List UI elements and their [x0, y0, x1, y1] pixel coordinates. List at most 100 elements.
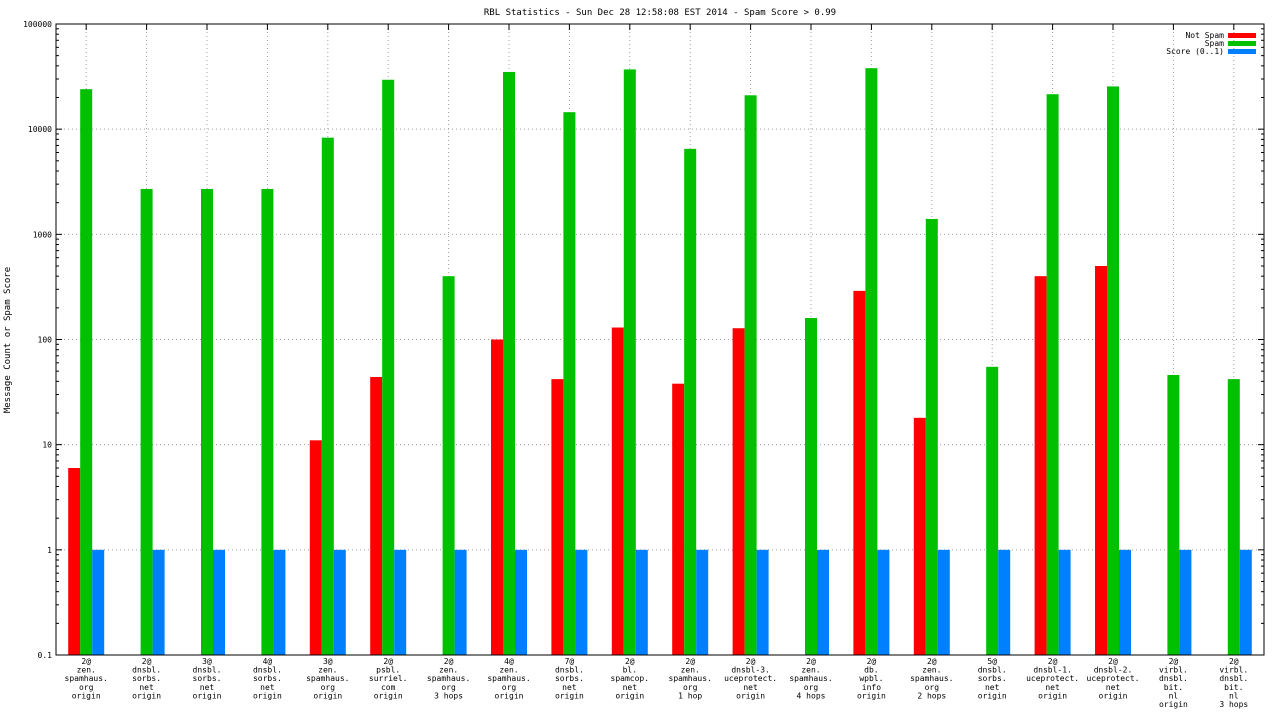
bar-score-0-1: [454, 549, 467, 655]
x-tick-label: 2@ dnsbl. sorbs. net origin: [132, 657, 161, 700]
y-axis-label: Message Count or Spam Score: [3, 267, 13, 413]
bar-spam: [805, 318, 817, 655]
bar-spam: [744, 95, 757, 656]
x-tick-label: 3@ dnsbl. sorbs. net origin: [193, 657, 222, 700]
bar-score-0-1: [515, 549, 527, 655]
x-tick-label-line: zen.: [77, 666, 96, 675]
x-tick-label-line: zen.: [499, 666, 518, 675]
x-tick-label-line: origin: [615, 691, 644, 700]
legend-label: Spam: [1205, 39, 1224, 48]
x-tick-label-line: bit.: [1164, 683, 1183, 692]
bar-spam: [261, 188, 274, 655]
x-tick-label-line: sorbs.: [978, 674, 1007, 683]
x-tick-label-line: 2@: [1108, 657, 1118, 666]
x-tick-label-line: 2@: [746, 657, 756, 666]
y-tick-label: 100: [38, 336, 53, 345]
x-tick-label-line: dnsbl.: [978, 666, 1007, 675]
bar-not-spam: [68, 467, 81, 655]
x-tick-label-line: net: [260, 683, 275, 692]
x-tick-label-line: zen.: [439, 666, 458, 675]
x-tick-label-line: sorbs.: [132, 674, 161, 683]
x-tick-label-line: origin: [132, 691, 161, 700]
x-tick-label-line: 4@: [504, 657, 514, 666]
x-tick-label-line: zen.: [801, 666, 820, 675]
x-tick-label-line: 5@: [987, 657, 997, 666]
x-tick-label-line: zen.: [922, 666, 941, 675]
x-tick-label-line: dnsbl-2.: [1094, 666, 1133, 675]
chart-title: RBL Statistics - Sun Dec 28 12:58:08 EST…: [484, 8, 836, 18]
x-tick-label: 4@ dnsbl. sorbs. net origin: [253, 657, 282, 700]
x-tick-label-line: spamhaus.: [669, 674, 712, 683]
bar-not-spam: [1095, 265, 1107, 655]
x-tick-label-line: 2@: [142, 657, 152, 666]
x-tick-label-line: net: [200, 683, 215, 692]
x-tick-label: 7@ dnsbl. sorbs. net origin: [555, 657, 584, 700]
x-tick-label: 2@ virbl. dnsbl. bit. nl origin: [1159, 657, 1188, 709]
x-tick-label-line: org: [804, 683, 819, 692]
x-tick-label-line: 2@: [927, 657, 937, 666]
bar-spam: [986, 366, 999, 655]
bar-not-spam: [1034, 276, 1047, 655]
bar-score-0-1: [817, 549, 829, 655]
bar-spam: [140, 188, 153, 655]
legend-swatch: [1228, 49, 1256, 54]
bar-not-spam: [491, 339, 503, 655]
x-tick-label-line: net: [623, 683, 638, 692]
x-tick-label-line: surriel.: [369, 674, 408, 683]
x-tick-label-line: 3@: [202, 657, 212, 666]
bar-score-0-1: [213, 549, 225, 655]
x-tick-label-line: sorbs.: [555, 674, 584, 683]
x-tick-label-line: 4 hops: [797, 691, 826, 700]
x-tick-label-line: nl: [1229, 691, 1239, 700]
bar-spam: [684, 148, 697, 655]
x-tick-label-line: org: [925, 683, 940, 692]
legend-swatch: [1228, 33, 1256, 38]
bar-spam: [382, 79, 395, 655]
bar-spam: [321, 137, 334, 656]
x-tick-label-line: spamhaus.: [306, 674, 349, 683]
x-tick-label-line: origin: [1038, 691, 1067, 700]
x-tick-label: 2@ zen. spamhaus. org 3 hops: [427, 657, 470, 700]
bar-not-spam: [370, 376, 383, 655]
bar-spam: [503, 71, 515, 655]
bar-not-spam: [672, 383, 685, 655]
x-tick-label-line: spamhaus.: [65, 674, 108, 683]
x-tick-label-line: dnsbl.: [253, 666, 282, 675]
bar-score-0-1: [273, 549, 286, 655]
x-tick-label-line: 3@: [323, 657, 333, 666]
x-tick-label-line: 2@: [383, 657, 393, 666]
x-tick-label-line: 2@: [444, 657, 454, 666]
bar-not-spam: [732, 328, 745, 655]
x-tick-label-line: origin: [253, 691, 282, 700]
x-tick-label-line: spamhaus.: [789, 674, 832, 683]
x-tick-label-line: com: [381, 683, 396, 692]
y-tick-label: 100000: [23, 20, 52, 29]
x-tick-label-line: 2@: [81, 657, 91, 666]
x-tick-label-line: origin: [313, 691, 342, 700]
y-tick-label: 1000: [33, 230, 52, 239]
x-tick-label-line: origin: [374, 691, 403, 700]
x-tick-label-line: origin: [193, 691, 222, 700]
x-tick-label-line: org: [683, 683, 698, 692]
x-tick-label-line: spamhaus.: [487, 674, 530, 683]
bar-score-0-1: [635, 549, 648, 655]
bar-not-spam: [611, 327, 624, 655]
x-tick-label: 2@ zen. spamhaus. org 1 hop: [669, 657, 712, 700]
x-tick-label: 2@ dnsbl-2. uceprotect. net origin: [1087, 657, 1140, 700]
x-tick-label-line: origin: [978, 691, 1007, 700]
x-tick-label: 2@ psbl. surriel. com origin: [369, 657, 408, 700]
x-tick-label-line: origin: [1099, 691, 1128, 700]
x-tick-label-line: uceprotect.: [1087, 674, 1140, 683]
x-tick-label-line: sorbs.: [193, 674, 222, 683]
x-tick-label: 2@ zen. spamhaus. org 4 hops: [789, 657, 832, 700]
x-tick-label-line: net: [562, 683, 577, 692]
x-tick-label-line: org: [321, 683, 336, 692]
bar-score-0-1: [152, 549, 165, 655]
x-tick-label-line: net: [985, 683, 1000, 692]
x-tick-label-line: db.: [864, 666, 878, 675]
x-tick-label-line: dnsbl.: [193, 666, 222, 675]
x-tick-label-line: dnsbl-1.: [1033, 666, 1072, 675]
bar-spam: [442, 276, 455, 655]
bar-spam: [925, 218, 938, 656]
